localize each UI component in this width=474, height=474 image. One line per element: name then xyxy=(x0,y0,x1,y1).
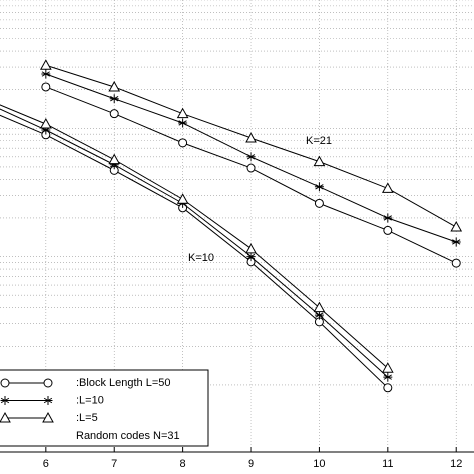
legend-label: :Block Length L=50 xyxy=(76,377,171,389)
marker xyxy=(178,118,188,128)
marker xyxy=(314,310,324,320)
marker xyxy=(246,152,256,162)
marker xyxy=(450,221,463,232)
plot-area xyxy=(0,59,463,393)
marker xyxy=(383,213,393,223)
x-tick-label: 9 xyxy=(248,458,254,470)
marker xyxy=(381,362,394,373)
marker xyxy=(383,372,393,382)
marker xyxy=(314,182,324,192)
x-tick-label: 12 xyxy=(450,458,462,470)
marker xyxy=(39,59,52,70)
marker xyxy=(451,237,461,247)
x-tick-label: 6 xyxy=(43,458,49,470)
marker xyxy=(43,396,53,405)
marker xyxy=(383,225,393,235)
line xyxy=(45,86,457,264)
marker xyxy=(313,301,326,313)
marker xyxy=(0,396,10,405)
marker xyxy=(41,125,51,135)
legend: Random codes N=31 :Block Length L=50 :L=1… xyxy=(0,369,209,447)
legend-label: :L=5 xyxy=(76,412,98,424)
marker xyxy=(41,69,51,79)
x-tick-label: 7 xyxy=(111,458,117,470)
x-tick-label: 8 xyxy=(180,458,186,470)
marker xyxy=(39,117,52,129)
marker xyxy=(381,182,394,193)
marker xyxy=(108,153,121,165)
marker xyxy=(108,80,121,92)
marker xyxy=(451,258,461,268)
marker xyxy=(109,109,119,119)
line xyxy=(45,64,457,228)
marker xyxy=(246,252,256,262)
marker xyxy=(43,378,53,388)
marker xyxy=(313,155,326,167)
marker xyxy=(245,242,257,254)
marker xyxy=(42,411,54,423)
marker xyxy=(383,383,393,393)
annotation: K=10 xyxy=(188,252,214,264)
line xyxy=(0,114,389,389)
marker xyxy=(41,82,51,92)
marker xyxy=(176,193,189,204)
marker xyxy=(245,131,257,143)
marker xyxy=(0,378,10,388)
marker xyxy=(246,163,256,173)
marker xyxy=(178,138,188,148)
marker xyxy=(109,160,119,170)
x-tick-label: 10 xyxy=(313,458,325,470)
marker xyxy=(0,411,11,423)
marker xyxy=(109,94,119,104)
grid xyxy=(0,0,474,452)
annotation: K=21 xyxy=(306,135,332,147)
legend-note: Random codes N=31 xyxy=(76,430,180,442)
legend-label: :L=10 xyxy=(76,394,104,406)
x-tick-label: 11 xyxy=(382,458,393,470)
marker xyxy=(314,198,324,208)
marker xyxy=(176,107,189,119)
